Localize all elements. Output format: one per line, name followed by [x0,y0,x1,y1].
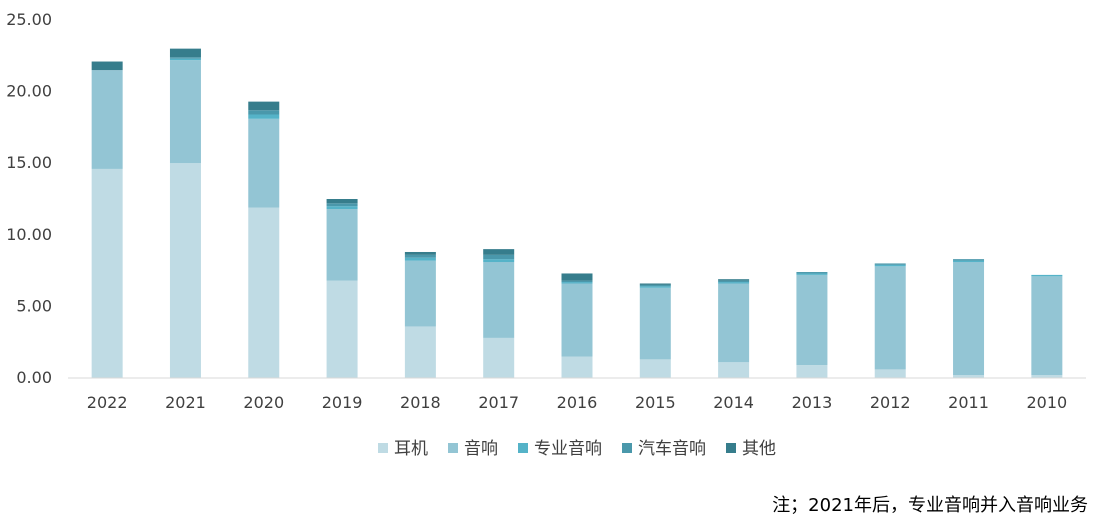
bar-segment-2022-4 [91,61,123,71]
bar-segment-2015-4 [639,283,671,285]
bar-segment-2016-2 [561,282,593,284]
bar-segment-2014-0 [718,362,750,378]
y-tick-label: 10.00 [6,225,52,244]
bar-segment-2017-2 [483,259,515,263]
bar-segment-2011-1 [953,262,985,376]
y-tick-label: 5.00 [16,296,52,315]
y-axis: 0.00 5.00 10.00 15.00 20.00 25.00 [6,10,52,387]
bar-segment-2011-2 [953,260,985,263]
bar-segment-2014-2 [718,282,750,284]
x-tick-label: 2017 [478,393,519,412]
legend: 耳机 音响 专业音响 汽车音响 其他 [378,439,776,459]
bar-segment-2015-2 [639,286,671,288]
bar-segment-2018-3 [404,254,436,258]
bar-segment-2016-3 [561,280,593,283]
bar-segment-2019-1 [326,209,358,281]
bar-segment-2017-3 [483,254,515,260]
bar-segment-2020-4 [248,101,280,111]
bar-segment-2013-1 [796,274,828,366]
bar-segment-2017-0 [483,337,515,378]
x-tick-label: 2012 [870,393,911,412]
y-tick-label: 25.00 [6,10,52,29]
bar-segment-2022-0 [91,168,123,378]
bar-segment-2022-1 [91,70,123,169]
legend-label: 其他 [742,439,776,459]
bar-segment-2013-3 [796,272,828,274]
bar-segment-2018-2 [404,257,436,261]
bar-segment-2018-4 [404,251,436,255]
y-tick-label: 15.00 [6,153,52,172]
legend-swatch [726,443,736,453]
y-tick-label: 0.00 [16,368,52,387]
x-tick-label: 2022 [87,393,128,412]
bar-segment-2016-1 [561,283,593,357]
bar-segment-2012-0 [874,369,906,378]
legend-swatch [518,443,528,453]
bar-segment-2021-1 [169,60,201,164]
legend-label: 汽车音响 [638,439,706,459]
legend-label: 专业音响 [534,439,602,459]
x-tick-label: 2014 [713,393,754,412]
x-tick-label: 2015 [635,393,676,412]
bar-segment-2021-3 [169,57,201,59]
x-tick-label: 2020 [243,393,284,412]
bar-segment-2016-4 [561,273,593,281]
bar-segment-2020-3 [248,110,280,115]
x-tick-label: 2013 [792,393,833,412]
bar-series [91,48,1063,378]
x-tick-label: 2016 [557,393,598,412]
x-axis: 2022 2021 2020 2019 2018 2017 2016 2015 2014 2013… [87,393,1067,412]
bar-segment-2019-3 [326,203,358,207]
legend-swatch [622,443,632,453]
legend-swatch [378,443,388,453]
bar-segment-2021-2 [169,58,201,61]
bar-segment-2014-1 [718,283,750,363]
bar-segment-2017-1 [483,262,515,338]
bar-segment-2010-2 [1031,274,1063,277]
x-tick-label: 2011 [948,393,989,412]
bar-segment-2015-0 [639,359,671,378]
bar-segment-2020-0 [248,207,280,378]
bar-segment-2011-3 [953,259,985,261]
bar-segment-2017-4 [483,249,515,255]
bar-segment-2015-3 [639,284,671,287]
bar-segment-2016-0 [561,356,593,378]
bar-segment-2019-0 [326,280,358,378]
bar-segment-2013-0 [796,365,828,378]
legend-swatch [448,443,458,453]
legend-label: 音响 [464,439,498,459]
y-tick-label: 20.00 [6,82,52,101]
bar-segment-2020-2 [248,114,280,119]
bar-segment-2013-2 [796,273,828,275]
bar-segment-2012-3 [874,263,906,265]
bar-segment-2019-4 [326,199,358,204]
x-tick-label: 2010 [1026,393,1067,412]
bar-segment-2020-1 [248,118,280,208]
bar-segment-2012-1 [874,266,906,370]
bar-segment-2010-1 [1031,276,1063,376]
x-tick-label: 2018 [400,393,441,412]
x-tick-label: 2019 [322,393,363,412]
bar-segment-2021-0 [169,163,201,378]
legend-label: 耳机 [394,439,428,459]
bar-segment-2014-4 [718,279,750,281]
bar-segment-2010-0 [1031,375,1063,378]
bar-segment-2018-0 [404,326,436,378]
bar-segment-2012-2 [874,264,906,267]
x-tick-label: 2021 [165,393,206,412]
bar-segment-2018-1 [404,260,436,327]
bar-segment-2014-3 [718,280,750,283]
bar-segment-2011-0 [953,375,985,378]
bar-segment-2021-4 [169,48,201,58]
bar-segment-2019-2 [326,206,358,210]
footnote: 注；2021年后，专业音响并入音响业务 [772,495,1088,516]
bar-segment-2015-1 [639,287,671,360]
